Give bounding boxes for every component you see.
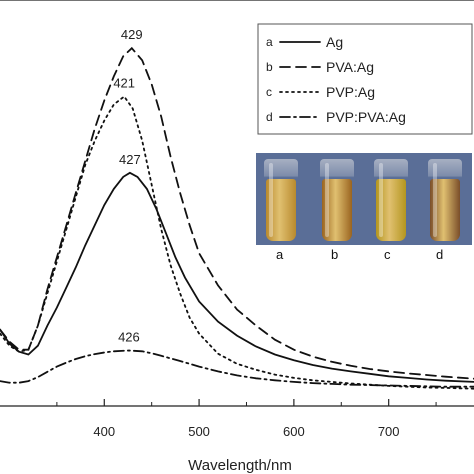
vial-d	[428, 159, 462, 243]
legend-letter-b: b	[266, 60, 273, 74]
legend-letter-a: a	[266, 35, 273, 49]
series-layer	[0, 46, 474, 390]
legend-letter-c: c	[266, 85, 272, 99]
photo-label-b: b	[331, 247, 339, 262]
series-line-c	[0, 95, 474, 390]
photo-label-c: c	[384, 247, 391, 262]
vial-b	[320, 159, 354, 243]
legend-name-c: PVP:Ag	[326, 84, 375, 100]
x-tick-label: 500	[188, 424, 210, 439]
inset-photo-vials	[256, 153, 472, 245]
photo-label-d: d	[436, 247, 444, 262]
photo-label-a: a	[276, 247, 284, 262]
axis-layer: 400 500 600 700	[0, 0, 474, 439]
peak-label: 429	[121, 27, 143, 42]
vial-d-liquid	[430, 179, 460, 241]
legend: a Ag b PVA:Ag c PVP:Ag d PVP:PVA:Ag	[257, 23, 473, 135]
peak-label: 426	[118, 330, 140, 345]
peak-label: 427	[119, 152, 141, 167]
legend-name-b: PVA:Ag	[326, 59, 374, 75]
legend-name-a: Ag	[326, 34, 343, 50]
x-tick-label: 400	[93, 424, 115, 439]
series-line-b	[0, 46, 474, 380]
annotation-layer: 429 421 427 426	[113, 27, 142, 344]
legend-letter-d: d	[266, 110, 273, 124]
vial-a	[264, 159, 298, 243]
legend-name-d: PVP:PVA:Ag	[326, 109, 406, 125]
vial-a-liquid	[266, 179, 296, 241]
x-tick-label: 700	[378, 424, 400, 439]
x-tick-label: 600	[283, 424, 305, 439]
vial-c-liquid	[376, 179, 406, 241]
series-line-a	[0, 171, 474, 383]
vial-c	[374, 159, 408, 243]
series-line-d	[0, 349, 474, 388]
vial-b-liquid	[322, 179, 352, 241]
x-axis-label: Wavelength/nm	[188, 457, 292, 474]
peak-label: 421	[113, 75, 135, 90]
